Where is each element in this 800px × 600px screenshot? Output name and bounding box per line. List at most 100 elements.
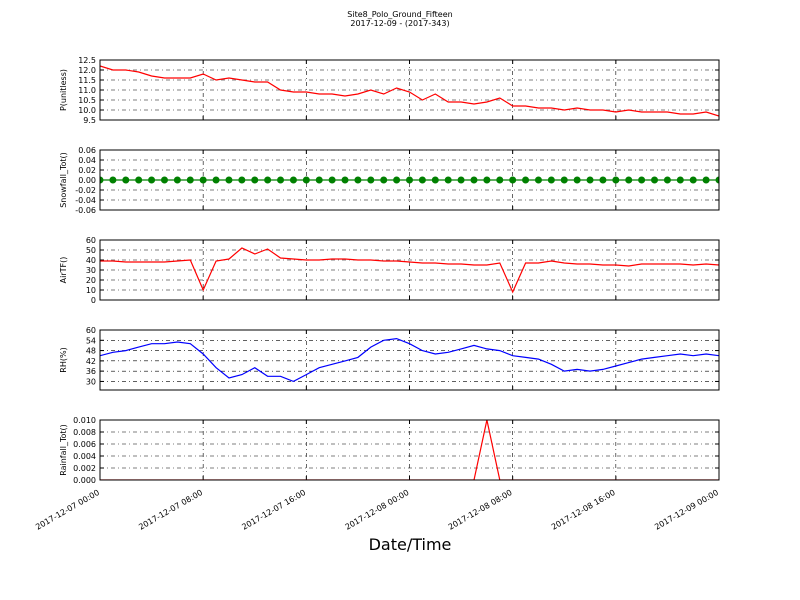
y-tick-label: 60 — [86, 236, 96, 245]
y-tick-label: 11.0 — [78, 86, 96, 95]
data-point — [289, 176, 297, 184]
data-point — [135, 176, 143, 184]
data-point — [225, 176, 233, 184]
axes-frame — [99, 59, 720, 121]
y-tick-label: 50 — [86, 246, 96, 255]
y-tick-label: 10.0 — [78, 106, 96, 115]
plot-area — [100, 337, 719, 383]
data-point — [612, 176, 620, 184]
y-tick-label: 0.06 — [78, 146, 96, 155]
data-point — [100, 176, 104, 184]
y-tick-label: 12.5 — [78, 56, 96, 65]
chart-subtitle: 2017-12-09 - (2017-343) — [350, 19, 449, 28]
y-tick-label: 0.008 — [73, 428, 96, 437]
data-point — [522, 176, 530, 184]
y-tick-label: 10.5 — [78, 96, 96, 105]
y-tick-label: 60 — [86, 326, 96, 335]
y-tick-label: 54 — [86, 336, 96, 345]
y-tick-label: 0.000 — [73, 476, 96, 485]
data-point — [148, 176, 156, 184]
data-point — [160, 176, 168, 184]
data-point — [625, 176, 633, 184]
data-line — [100, 65, 719, 117]
data-point — [109, 176, 117, 184]
data-point — [238, 176, 246, 184]
axes-frame — [99, 149, 720, 211]
data-point — [483, 176, 491, 184]
data-point — [676, 176, 684, 184]
data-point — [509, 176, 517, 184]
data-point — [560, 176, 568, 184]
y-tick-label: 0.010 — [73, 416, 96, 425]
y-tick-label: 20 — [86, 276, 96, 285]
data-point — [573, 176, 581, 184]
data-point — [354, 176, 362, 184]
data-point — [496, 176, 504, 184]
axes-frame — [99, 239, 720, 301]
axes-frame — [99, 329, 720, 391]
data-point — [186, 176, 194, 184]
y-tick-label: 9.5 — [83, 116, 96, 125]
data-point — [689, 176, 697, 184]
y-tick-label: 0 — [91, 296, 96, 305]
y-tick-label: 0.00 — [78, 176, 96, 185]
y-tick-label: 48 — [86, 347, 96, 356]
plot-area — [100, 247, 719, 294]
data-point — [264, 176, 272, 184]
y-axis-label: AirTF() — [59, 257, 68, 284]
data-point — [444, 176, 452, 184]
y-axis-label: Snowfall_Tot() — [59, 152, 68, 208]
data-point — [199, 176, 207, 184]
data-point — [418, 176, 426, 184]
data-point — [122, 176, 130, 184]
y-tick-label: -0.04 — [75, 196, 96, 205]
y-axis-label: Rainfall_Tot() — [59, 424, 68, 476]
y-tick-label: 0.04 — [78, 156, 96, 165]
data-line — [100, 337, 719, 383]
data-point — [367, 176, 375, 184]
y-tick-label: 11.5 — [78, 76, 96, 85]
data-point — [663, 176, 671, 184]
y-axis-label: RH(%) — [59, 347, 68, 372]
data-point — [173, 176, 181, 184]
data-point — [638, 176, 646, 184]
data-point — [431, 176, 439, 184]
y-tick-label: 0.02 — [78, 166, 96, 175]
y-tick-label: 30 — [86, 266, 96, 275]
y-tick-label: 0.004 — [73, 452, 96, 461]
y-tick-label: 10 — [86, 286, 96, 295]
data-point — [457, 176, 465, 184]
data-point — [315, 176, 323, 184]
y-tick-label: 0.002 — [73, 464, 96, 473]
data-point — [251, 176, 259, 184]
data-point — [586, 176, 594, 184]
data-point — [393, 176, 401, 184]
data-line — [100, 247, 719, 294]
data-point — [277, 176, 285, 184]
y-tick-label: -0.02 — [75, 186, 96, 195]
data-point — [380, 176, 388, 184]
data-point — [702, 176, 710, 184]
x-axis-label: Date/Time — [369, 535, 452, 554]
plot-area — [100, 65, 719, 117]
y-tick-label: 36 — [86, 367, 96, 376]
y-tick-label: 42 — [86, 357, 96, 366]
chart-title: Site8_Polo_Ground_Fifteen — [347, 10, 452, 19]
data-point — [406, 176, 413, 184]
data-point — [534, 176, 542, 184]
data-point — [651, 176, 659, 184]
data-point — [328, 176, 336, 184]
plot-area — [100, 176, 719, 184]
y-tick-label: 30 — [86, 377, 96, 386]
data-point — [212, 176, 220, 184]
axes-frame — [99, 419, 720, 481]
y-axis-label: P(unitless) — [59, 69, 68, 111]
data-point — [715, 176, 719, 184]
data-point — [547, 176, 555, 184]
y-tick-label: 0.006 — [73, 440, 96, 449]
y-tick-label: 40 — [86, 256, 96, 265]
y-tick-label: -0.06 — [75, 206, 96, 215]
data-point — [470, 176, 478, 184]
